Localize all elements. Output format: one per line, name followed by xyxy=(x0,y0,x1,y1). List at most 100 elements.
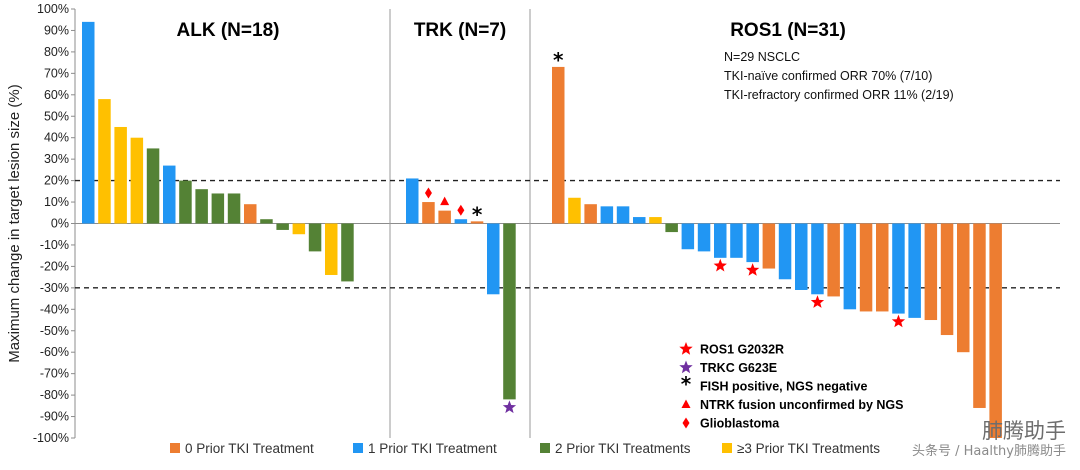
bar xyxy=(422,202,435,224)
bar xyxy=(325,223,338,275)
bar xyxy=(406,178,419,224)
legend-marker-label: FISH positive, NGS negative xyxy=(700,380,867,394)
bar xyxy=(876,223,889,312)
legend-marker-label: ROS1 G2032R xyxy=(700,343,784,357)
bar xyxy=(552,66,565,224)
y-tick-label: -50% xyxy=(40,324,69,338)
bar xyxy=(940,223,954,336)
bar xyxy=(973,223,986,408)
y-tick-label: 90% xyxy=(44,23,69,37)
y-tick-label: -20% xyxy=(40,259,69,273)
y-tick-label: 20% xyxy=(44,174,69,188)
bar xyxy=(260,219,273,224)
bar xyxy=(746,223,759,263)
y-tick-label: -30% xyxy=(40,281,69,295)
bar xyxy=(665,223,678,233)
bar xyxy=(908,223,921,318)
bar xyxy=(487,223,500,295)
legend-marker-purple-star xyxy=(679,360,693,374)
legend-swatch xyxy=(353,443,363,453)
y-tick-label: 70% xyxy=(44,66,69,80)
bar xyxy=(697,223,711,252)
bar xyxy=(292,223,306,235)
legend-marker-diamond xyxy=(682,417,690,429)
bar xyxy=(244,204,257,224)
bar-marker-asterisk: * xyxy=(472,202,483,226)
bar xyxy=(470,221,484,224)
legend-marker-red-star xyxy=(679,342,693,355)
legend-marker-asterisk: * xyxy=(681,372,692,396)
bar-marker-diamond xyxy=(424,187,432,199)
panel-title: ALK (N=18) xyxy=(177,20,280,41)
bar xyxy=(179,180,192,224)
bar xyxy=(114,126,127,224)
legend-swatch xyxy=(540,443,550,453)
bar xyxy=(503,223,516,400)
bar xyxy=(130,137,144,224)
bar xyxy=(795,223,808,290)
bar xyxy=(600,206,614,224)
bar xyxy=(195,189,208,224)
bar xyxy=(211,193,225,224)
panel-title: ROS1 (N=31) xyxy=(730,20,846,41)
watermark-caption: 头条号 / Haalthy肺腾助手 xyxy=(912,444,1066,460)
y-tick-label: 100% xyxy=(37,2,69,16)
bar-marker-red-star xyxy=(810,295,825,308)
bar xyxy=(308,223,322,252)
panel-note: TKI-naïve confirmed ORR 70% (7/10) xyxy=(724,69,932,83)
bar xyxy=(568,197,581,224)
y-tick-label: -90% xyxy=(40,410,69,424)
bar xyxy=(584,204,597,224)
legend-swatch xyxy=(170,443,180,453)
y-tick-label: 80% xyxy=(44,45,69,59)
bar xyxy=(227,193,241,224)
y-tick-label: -60% xyxy=(40,345,69,359)
panel-title: TRK (N=7) xyxy=(414,20,506,41)
bar xyxy=(146,148,160,224)
y-tick-label: 50% xyxy=(44,109,69,123)
y-tick-label: -40% xyxy=(40,302,69,316)
legend-label: 1 Prior TKI Treatment xyxy=(368,441,497,456)
bar-marker-red-star xyxy=(746,263,760,276)
watermark: 肺腾助手 头条号 / Haalthy肺腾助手 xyxy=(912,419,1066,460)
y-tick-label: -70% xyxy=(40,367,69,381)
legend-marker-label: TRKC G623E xyxy=(700,361,777,375)
bar-marker-diamond xyxy=(457,204,465,216)
legend-marker-label: Glioblastoma xyxy=(700,417,780,431)
bar xyxy=(778,223,792,280)
panel-note: TKI-refractory confirmed ORR 11% (2/19) xyxy=(724,88,954,102)
bar xyxy=(714,223,727,258)
watermark-logo-text: 肺腾助手 xyxy=(982,419,1066,444)
bar xyxy=(681,223,695,250)
legend-label: 0 Prior TKI Treatment xyxy=(185,441,314,456)
bar xyxy=(924,223,938,321)
bar xyxy=(276,223,289,230)
y-tick-label: 30% xyxy=(44,152,69,166)
bar xyxy=(82,21,95,224)
y-tick-label: -100% xyxy=(33,431,69,445)
bar xyxy=(163,165,176,224)
y-tick-label: -80% xyxy=(40,388,69,402)
y-tick-label: 40% xyxy=(44,131,69,145)
bar xyxy=(859,223,873,312)
legend-marker-triangle xyxy=(681,399,691,408)
bar-marker-purple-star xyxy=(502,400,517,414)
bar xyxy=(649,217,662,224)
legend-marker-label: NTRK fusion unconfirmed by NGS xyxy=(700,398,903,412)
y-tick-label: 60% xyxy=(44,88,69,102)
bar-marker-red-star xyxy=(891,314,906,328)
bar xyxy=(762,223,776,269)
bar xyxy=(989,223,1002,438)
y-axis-label: Maximum change in target lesion size (%) xyxy=(6,84,23,362)
bar xyxy=(843,223,857,310)
bar-marker-triangle xyxy=(440,196,450,206)
bar xyxy=(957,223,970,353)
bar xyxy=(827,223,840,297)
bar xyxy=(454,219,468,224)
bar xyxy=(341,223,354,282)
legend-label: ≥3 Prior TKI Treatments xyxy=(737,441,880,456)
bar-marker-red-star xyxy=(713,258,727,272)
y-tick-label: 10% xyxy=(44,195,69,209)
bar xyxy=(616,206,630,224)
